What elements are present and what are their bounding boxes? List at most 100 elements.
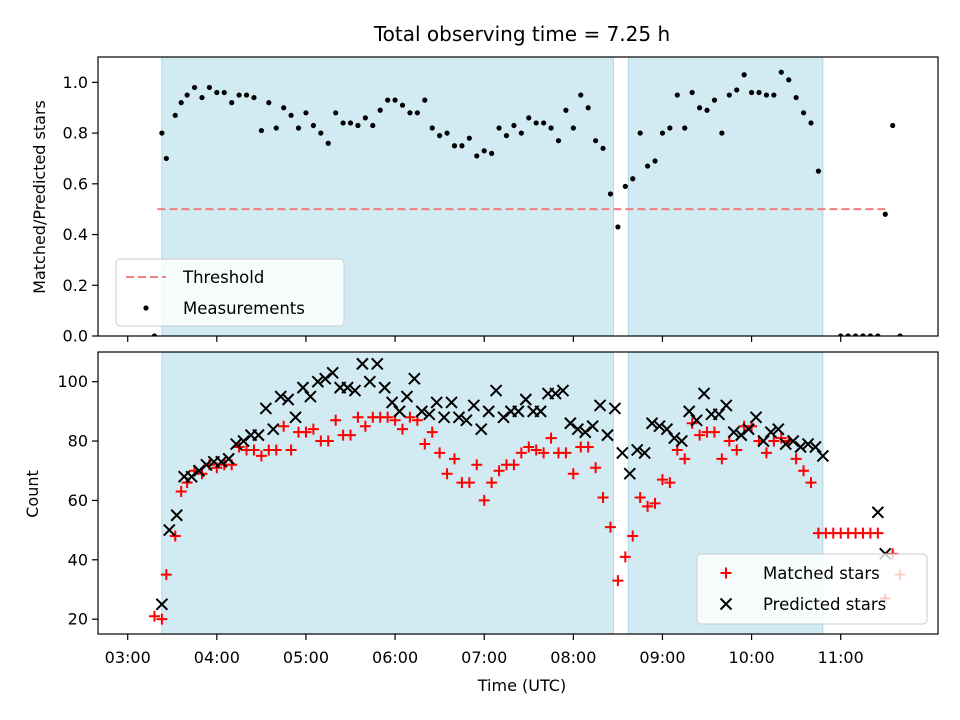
matched-star-point <box>270 444 282 456</box>
measurement-point <box>615 224 621 230</box>
measurement-point <box>355 122 361 129</box>
measurement-point <box>258 127 264 134</box>
predicted-star-point <box>385 396 399 409</box>
matched-star-point <box>627 530 639 542</box>
axes-frame <box>97 56 939 337</box>
measurement-point <box>800 110 807 116</box>
predicted-star-point <box>786 434 800 448</box>
measurement-point <box>704 107 710 113</box>
x-tick-label: 08:00 <box>550 648 596 667</box>
measurement-point <box>310 122 316 129</box>
matched-star-point <box>716 453 728 465</box>
measurement-point <box>570 125 576 131</box>
matched-star-point <box>619 551 631 563</box>
measurement-point <box>184 92 190 98</box>
measurement-point <box>303 110 309 116</box>
measurement-point <box>437 133 443 139</box>
predicted-star-point <box>393 405 406 418</box>
measurement-point <box>652 158 658 164</box>
measurement-point <box>340 120 346 126</box>
y-tick-label: 0.8 <box>63 124 88 143</box>
predicted-star-point <box>556 384 570 397</box>
measurement-point <box>295 125 302 131</box>
measurement-point <box>451 143 458 149</box>
chart-title: Total observing time = 7.25 h <box>373 22 670 46</box>
measurement-point <box>459 143 465 149</box>
legend-matched-label: Matched stars <box>763 564 880 583</box>
matched-star-point <box>805 477 817 489</box>
x-tick-label: 03:00 <box>105 648 151 667</box>
matched-star-point <box>426 426 438 438</box>
measurement-point <box>852 333 859 336</box>
measurement-point <box>845 333 851 336</box>
predicted-star-point <box>259 402 273 415</box>
measurement-point <box>600 145 606 151</box>
shaded-interval <box>627 56 824 337</box>
legend-box <box>696 553 928 625</box>
predicted-star-point <box>378 381 391 394</box>
matched-star-point <box>285 444 297 456</box>
predicted-star-point <box>274 390 287 403</box>
predicted-star-point <box>155 598 169 611</box>
measurement-point <box>474 153 480 159</box>
predicted-star-point <box>564 417 577 430</box>
measurement-point <box>630 176 636 182</box>
measurement-point <box>281 105 287 111</box>
measurement-point <box>741 72 747 78</box>
y-tick-label: 40 <box>68 550 88 569</box>
measurement-point <box>585 105 591 111</box>
matched-star-point <box>604 521 616 533</box>
predicted-star-point <box>326 366 339 379</box>
top-axes: 0.0 0.2 0.4 0.6 0.8 1.0 <box>63 56 939 346</box>
measurement-point <box>674 92 680 98</box>
bottom-y-axis-label: Count <box>23 470 42 518</box>
matched-star-point <box>330 414 342 426</box>
measurement-point <box>288 112 294 118</box>
measurement-point <box>890 122 896 129</box>
predicted-star-point <box>653 420 666 433</box>
predicted-star-point <box>764 425 778 439</box>
legend-predicted-label: Predicted stars <box>763 595 886 614</box>
measurement-point <box>206 84 213 91</box>
measurement-point <box>786 77 792 83</box>
predicted-star-point <box>363 375 377 388</box>
measurement-point <box>778 69 784 75</box>
measurement-point <box>243 92 250 98</box>
matched-star-point <box>679 453 691 465</box>
measurement-point <box>347 120 354 126</box>
predicted-star-point <box>423 408 436 421</box>
measurement-point <box>325 140 331 146</box>
measurement-point <box>151 333 158 336</box>
measurement-point <box>541 120 547 126</box>
measurement-point <box>860 333 866 336</box>
measurement-point <box>251 94 257 101</box>
matched-star-point <box>515 447 527 459</box>
predicted-star-point <box>734 428 748 442</box>
measurement-point <box>399 102 406 108</box>
measurement-point <box>548 125 554 131</box>
measurement-point <box>333 110 339 116</box>
axes-frame <box>97 351 939 635</box>
legend-box <box>115 258 345 327</box>
matched-star-point <box>478 494 490 506</box>
measurement-point <box>555 138 562 144</box>
predicted-star-point <box>356 357 369 371</box>
predicted-star-point <box>304 390 317 403</box>
measurement-point <box>659 130 666 136</box>
predicted-star-point <box>497 411 510 424</box>
legend-threshold-label: Threshold <box>182 268 264 287</box>
matched-star-point <box>148 610 160 622</box>
matched-star-point <box>345 429 357 441</box>
measurement-point <box>563 107 569 113</box>
matched-star-point <box>404 411 416 423</box>
predicted-star-point <box>586 420 599 433</box>
predicted-star-point <box>296 381 310 394</box>
measurement-point <box>385 97 391 103</box>
predicted-star-point <box>452 411 466 424</box>
x-tick-label: 09:00 <box>639 648 685 667</box>
measurement-point <box>667 125 673 131</box>
measurement-point <box>466 135 472 141</box>
matched-star-point <box>664 477 676 489</box>
predicted-star-point <box>482 405 495 418</box>
matched-star-point <box>560 447 572 459</box>
